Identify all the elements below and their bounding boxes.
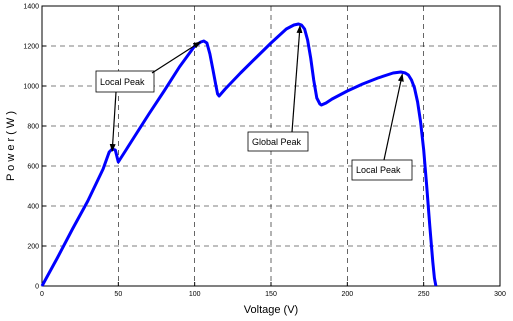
y-tick-label: 0 <box>35 284 39 291</box>
annotation-box <box>247 131 309 152</box>
y-tick-label: 1400 <box>23 4 39 11</box>
power-curve <box>40 22 438 287</box>
y-tick-label: 800 <box>27 124 39 131</box>
y-tick-label: 1200 <box>23 44 39 51</box>
x-tick-label: 250 <box>418 291 430 298</box>
annotation-label: Global Peak <box>252 137 302 147</box>
annotation-label: Local Peak <box>100 77 145 87</box>
peak-annotation: Local Peak <box>351 73 413 181</box>
annotation-arrow <box>151 41 202 74</box>
y-tick-label: 400 <box>27 204 39 211</box>
peak-annotation: Local Peak <box>95 41 202 152</box>
annotation-arrow <box>291 25 303 133</box>
x-tick-label: 0 <box>40 291 44 298</box>
annotation-label: Local Peak <box>356 165 401 175</box>
y-axis-label: P o w e r ( W ) <box>5 111 17 181</box>
peak-annotation: Global Peak <box>247 25 309 152</box>
annotation-arrow <box>383 73 404 161</box>
x-tick-label: 100 <box>189 291 201 298</box>
y-tick-label: 200 <box>27 244 39 251</box>
annotations: Local Peak Global Peak Local Peak <box>95 25 413 181</box>
x-tick-label: 50 <box>114 291 122 298</box>
y-tick-label: 600 <box>27 164 39 171</box>
x-tick-label: 150 <box>265 291 277 298</box>
annotation-arrow <box>109 91 117 152</box>
annotation-box <box>351 159 413 181</box>
x-tick-label: 200 <box>341 291 353 298</box>
y-tick-label: 1000 <box>23 84 39 91</box>
x-axis-label: Voltage (V) <box>244 304 298 316</box>
x-tick-label: 300 <box>494 291 506 298</box>
annotation-box <box>95 70 155 93</box>
